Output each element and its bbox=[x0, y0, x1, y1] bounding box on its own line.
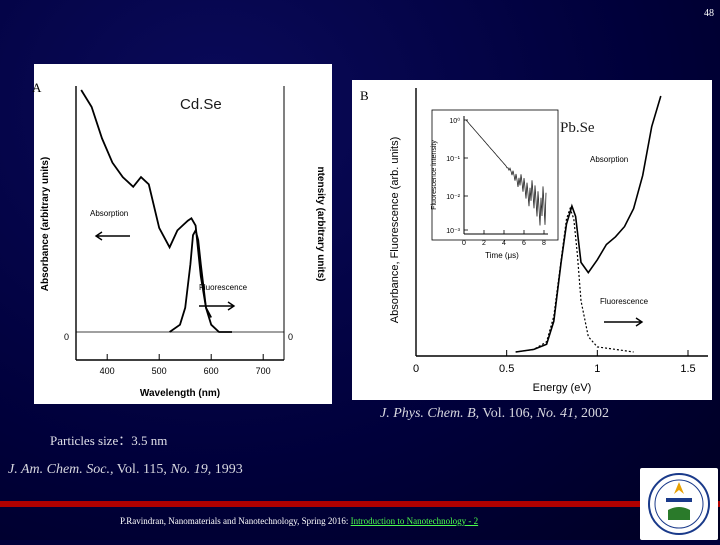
chart-a-xtick-label: 500 bbox=[152, 366, 167, 376]
caption-a-issue: No. 19, bbox=[170, 462, 212, 477]
caption-b: J. Phys. Chem. B, Vol. 106, No. 41, 2002 bbox=[380, 406, 609, 422]
particle-size-text: Particles size：3.5 nm bbox=[50, 433, 168, 448]
chart-a-absorption-label: Absorption bbox=[90, 209, 128, 218]
chart-b-xlabel: Energy (eV) bbox=[533, 382, 592, 394]
inset-xtick-label: 6 bbox=[522, 240, 526, 247]
chart-a-ylabel-right: ntensity (arbitrary units) bbox=[315, 166, 326, 281]
chart-a-xtick-label: 400 bbox=[100, 366, 115, 376]
chart-a-xtick-label: 600 bbox=[204, 366, 219, 376]
chart-b-inset: Fluorescence intensity Time (μs) 10⁰ 10⁻¹… bbox=[431, 109, 559, 260]
university-logo-icon bbox=[640, 468, 718, 540]
chart-b-series-absorption bbox=[515, 95, 662, 353]
chart-a-zero-label: 0 bbox=[64, 332, 69, 342]
caption-a-year: 1993 bbox=[211, 462, 243, 477]
caption-b-issue: No. 41, bbox=[536, 406, 578, 421]
figure-panel-a: A Cd.Se Absorbance (arbitrary units) nte… bbox=[32, 64, 332, 404]
chart-a-zero-label-right: 0 bbox=[288, 332, 293, 342]
chart-a-fluorescence-label: Fluorescence bbox=[199, 283, 248, 292]
chart-b-fluorescence-label: Fluorescence bbox=[600, 297, 649, 306]
inset-decay-curve bbox=[465, 119, 547, 226]
inset-ylabel: Fluorescence intensity bbox=[431, 140, 438, 210]
chart-b-xtick-label: 1.5 bbox=[680, 363, 695, 375]
chart-b-absorption-label: Absorption bbox=[590, 155, 628, 164]
chart-b-fluorescence-arrow bbox=[604, 317, 644, 327]
panel-b-letter: B bbox=[360, 88, 369, 103]
inset-xtick-label: 8 bbox=[542, 240, 546, 247]
chart-a: Absorbance (arbitrary units) ntensity (a… bbox=[40, 86, 326, 399]
inset-ytick-label: 10⁻¹ bbox=[446, 156, 460, 163]
chart-a-fluorescence-arrow bbox=[199, 301, 236, 311]
chart-b-xtick-label: 0.5 bbox=[499, 363, 514, 375]
inset-xtick-label: 0 bbox=[462, 240, 466, 247]
chart-a-xtick-label: 700 bbox=[256, 366, 271, 376]
footer-link[interactable]: Introduction to Nanotechnology - 2 bbox=[350, 516, 479, 526]
chart-a-series-fluorescence bbox=[169, 227, 232, 333]
caption-a-volume: Vol. 115, bbox=[113, 462, 171, 477]
chart-a-absorption-arrow bbox=[94, 231, 130, 241]
chart-b-ylabel: Absorbance, Fluorescence (arb. units) bbox=[389, 137, 401, 323]
inset-ytick-label: 10⁻² bbox=[446, 194, 460, 201]
chart-a-ylabel: Absorbance (arbitrary units) bbox=[40, 157, 51, 291]
panel-a-sample-label: Cd.Se bbox=[180, 96, 222, 113]
inset-ytick-label: 10⁻³ bbox=[446, 228, 460, 235]
caption-a: J. Am. Chem. Soc., Vol. 115, No. 19, 199… bbox=[8, 462, 243, 478]
panel-b-sample-label: Pb.Se bbox=[560, 120, 595, 136]
footer: P.Ravindran, Nanomaterials and Nanotechn… bbox=[120, 516, 478, 526]
caption-a-journal: J. Am. Chem. Soc., bbox=[8, 462, 114, 477]
page-number: 48 bbox=[704, 8, 714, 19]
chart-a-series-absorption bbox=[80, 89, 212, 318]
chart-b: Absorbance, Fluorescence (arb. units) En… bbox=[389, 88, 708, 394]
inset-ytick-label: 10⁰ bbox=[449, 117, 460, 125]
chart-b-xtick-label: 1 bbox=[594, 363, 600, 375]
chart-b-xtick-label: 0 bbox=[413, 363, 419, 375]
caption-b-year: 2002 bbox=[577, 406, 609, 421]
inset-xtick-label: 4 bbox=[502, 240, 506, 247]
chart-b-series-fluorescence bbox=[515, 206, 634, 353]
caption-b-volume: Vol. 106, bbox=[479, 406, 537, 421]
footer-divider bbox=[0, 501, 720, 507]
panel-a-letter: A bbox=[32, 80, 42, 95]
inset-xlabel: Time (μs) bbox=[485, 251, 519, 260]
chart-a-xlabel: Wavelength (nm) bbox=[140, 388, 220, 399]
inset-xtick-label: 2 bbox=[482, 240, 486, 247]
caption-b-journal: J. Phys. Chem. B, bbox=[380, 406, 480, 421]
figure-panel-b: Absorbance, Fluorescence (arb. units) En… bbox=[352, 80, 712, 400]
footer-text: P.Ravindran, Nanomaterials and Nanotechn… bbox=[120, 516, 351, 526]
